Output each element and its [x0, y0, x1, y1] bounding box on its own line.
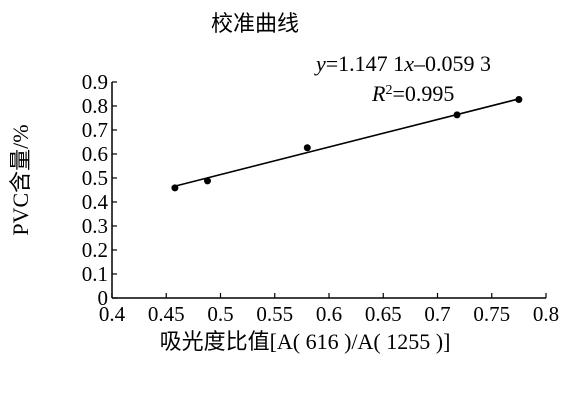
- y-tick-label: 0.8: [82, 94, 108, 118]
- data-point: [303, 144, 311, 152]
- data-point: [203, 177, 211, 185]
- x-tick-label: 0.7: [424, 302, 450, 326]
- x-tick-label: 0.45: [148, 302, 185, 326]
- fit-line: [171, 97, 522, 188]
- x-tick-label: 0.75: [473, 302, 510, 326]
- r-squared: R2=0.995: [371, 81, 454, 106]
- eq-part1: =1.147 1: [326, 51, 404, 76]
- x-tick-label: 0.55: [256, 302, 293, 326]
- x-tick-label: 0.4: [99, 302, 126, 326]
- data-point: [515, 96, 523, 104]
- y-tick-label: 0.5: [82, 166, 108, 190]
- fit-equation: y=1.147 1x–0.059 3: [314, 51, 491, 76]
- y-tick-label: 0: [98, 286, 109, 310]
- y-tick-labels: 00.10.20.30.40.50.60.70.80.9: [82, 70, 117, 310]
- r2-value: =0.995: [392, 81, 454, 106]
- fit-line-group: [171, 97, 522, 188]
- y-axis-label: PVC含量/%: [8, 124, 33, 235]
- r2-var: R: [371, 81, 386, 106]
- y-tick-label: 0.9: [82, 70, 108, 94]
- y-tick-label: 0.3: [82, 214, 108, 238]
- data-point: [453, 111, 461, 119]
- y-tick-label: 0.4: [82, 190, 109, 214]
- y-tick-label: 0.1: [82, 262, 108, 286]
- x-tick-labels: 0.4 0.45 0.5 0.55 0.6 0.65 0.7 0.75 0.8: [99, 293, 559, 326]
- x-tick-label: 0.65: [365, 302, 402, 326]
- x-tick-label: 0.6: [316, 302, 342, 326]
- x-tick-label: 0.5: [207, 302, 233, 326]
- y-tick-label: 0.7: [82, 118, 108, 142]
- y-tick-label: 0.6: [82, 142, 108, 166]
- eq-x-var: x: [403, 51, 414, 76]
- chart-title: 校准曲线: [211, 11, 299, 36]
- data-points: [171, 96, 523, 192]
- x-tick-label: 0.8: [533, 302, 559, 326]
- eq-part2: –0.059 3: [413, 51, 491, 76]
- y-tick-label: 0.2: [82, 238, 108, 262]
- x-axis-label: 吸光度比值[A( 616 )/A( 1255 )]: [160, 329, 451, 354]
- eq-y-var: y: [314, 51, 326, 76]
- data-point: [171, 184, 179, 192]
- r2-sup: 2: [385, 83, 392, 98]
